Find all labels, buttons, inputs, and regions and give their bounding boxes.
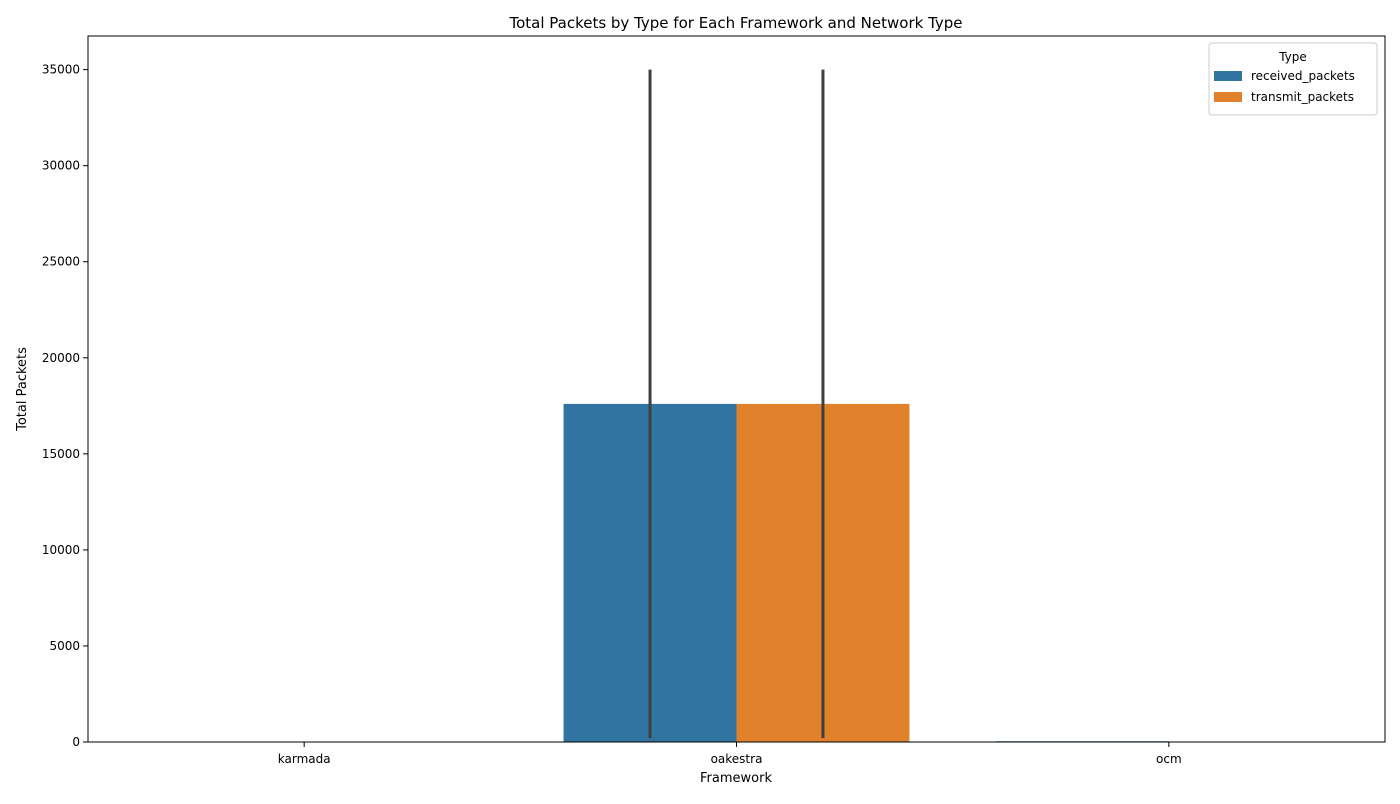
legend-title: Type [1278,50,1307,64]
y-tick-label: 30000 [42,159,80,173]
x-axis-label: Framework [700,771,772,786]
chart-title: Total Packets by Type for Each Framework… [508,14,962,32]
legend-label-received: received_packets [1251,69,1355,83]
y-tick-label: 0 [72,735,80,749]
y-tick-label: 35000 [42,63,80,77]
y-tick-label: 5000 [49,639,80,653]
y-tick-label: 20000 [42,351,80,365]
bars-layer [563,403,1169,742]
legend: Type received_packets transmit_packets [1208,42,1378,116]
legend-frame [1208,42,1378,116]
y-tick-label: 25000 [42,255,80,269]
y-tick-label: 15000 [42,447,80,461]
x-tick-label-oakestra: oakestra [711,752,763,766]
error-bars-layer [648,69,825,739]
x-tick-label-ocm: ocm [1156,752,1182,766]
y-axis-label: Total Packets [15,347,30,432]
y-axis: 0 5000 10000 15000 20000 25000 30000 35000 [42,63,88,749]
x-axis: karmada oakestra ocm [278,742,1182,766]
legend-swatch-received [1214,71,1242,81]
x-tick-label-karmada: karmada [278,752,331,766]
y-tick-label: 10000 [42,543,80,557]
legend-label-transmit: transmit_packets [1251,90,1354,104]
legend-swatch-transmit [1214,92,1242,102]
